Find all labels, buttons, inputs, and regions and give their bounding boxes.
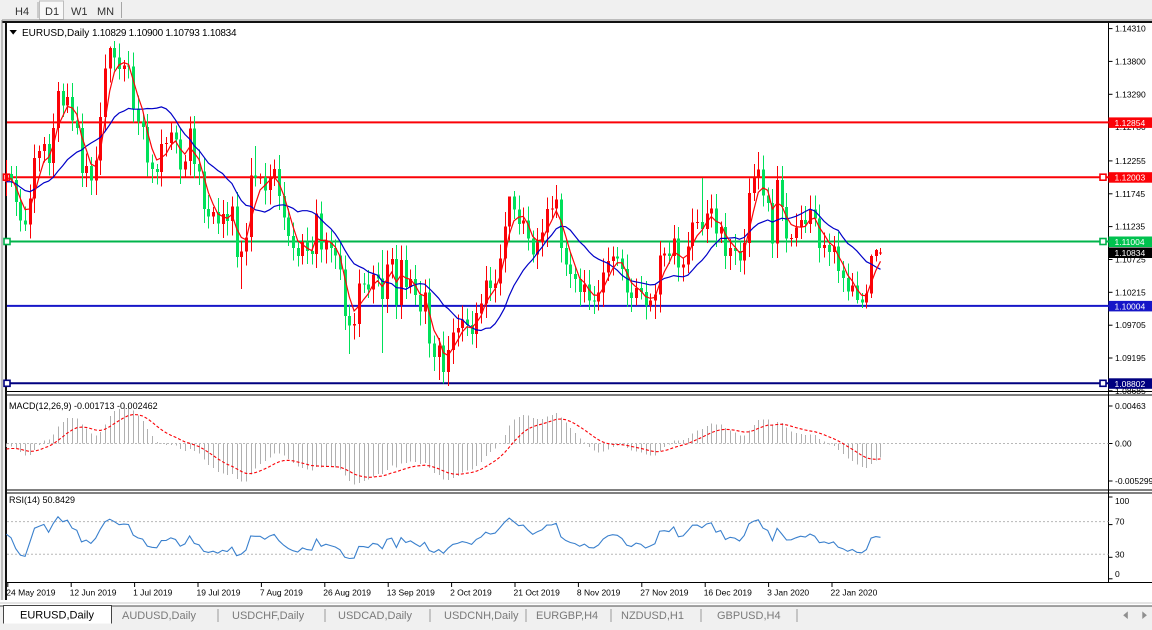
svg-text:AUDUSD,Daily: AUDUSD,Daily — [122, 610, 196, 622]
svg-text:EURUSD,Daily: EURUSD,Daily — [20, 610, 94, 622]
svg-text:USDCAD,Daily: USDCAD,Daily — [338, 610, 412, 622]
svg-text:-0.005299: -0.005299 — [1115, 476, 1152, 486]
svg-text:1.10004: 1.10004 — [1115, 301, 1146, 311]
svg-text:EURGBP,H4: EURGBP,H4 — [536, 610, 598, 622]
svg-text:1.14310: 1.14310 — [1115, 24, 1146, 34]
svg-text:1.10834: 1.10834 — [1115, 248, 1146, 258]
svg-text:1.10215: 1.10215 — [1115, 287, 1146, 297]
svg-text:8 Nov 2019: 8 Nov 2019 — [577, 588, 621, 598]
svg-text:7 Aug 2019: 7 Aug 2019 — [260, 588, 303, 598]
svg-text:MN: MN — [97, 6, 114, 18]
svg-text:70: 70 — [1115, 517, 1125, 527]
svg-text:1.11235: 1.11235 — [1115, 222, 1145, 232]
svg-text:21 Oct 2019: 21 Oct 2019 — [514, 588, 561, 598]
svg-text:D1: D1 — [45, 6, 59, 18]
svg-text:RSI(14) 50.8429: RSI(14) 50.8429 — [9, 495, 75, 505]
svg-text:0.00: 0.00 — [1115, 439, 1132, 449]
svg-text:NZDUSD,H1: NZDUSD,H1 — [621, 610, 684, 622]
svg-text:16 Dec 2019: 16 Dec 2019 — [704, 588, 752, 598]
svg-text:EURUSD,Daily: EURUSD,Daily — [22, 28, 89, 39]
svg-text:1.11004: 1.11004 — [1115, 237, 1145, 247]
svg-text:24 May 2019: 24 May 2019 — [6, 588, 55, 598]
svg-text:13 Sep 2019: 13 Sep 2019 — [387, 588, 435, 598]
svg-text:0.00463: 0.00463 — [1115, 401, 1146, 411]
svg-text:1.12255: 1.12255 — [1115, 156, 1146, 166]
svg-text:W1: W1 — [71, 6, 88, 18]
svg-text:100: 100 — [1115, 496, 1129, 506]
svg-text:1.12854: 1.12854 — [1115, 118, 1146, 128]
svg-text:MACD(12,26,9) -0.001713 -0.002: MACD(12,26,9) -0.001713 -0.002462 — [9, 401, 158, 411]
svg-text:GBPUSD,H4: GBPUSD,H4 — [717, 610, 781, 622]
svg-text:H4: H4 — [15, 6, 29, 18]
svg-text:1.09195: 1.09195 — [1115, 353, 1146, 363]
svg-text:1.08802: 1.08802 — [1115, 379, 1146, 389]
svg-text:0: 0 — [1115, 569, 1120, 579]
svg-text:1.09705: 1.09705 — [1115, 320, 1146, 330]
svg-text:USDCNH,Daily: USDCNH,Daily — [444, 610, 519, 622]
svg-text:1.13290: 1.13290 — [1115, 89, 1146, 99]
svg-text:1.12003: 1.12003 — [1115, 173, 1146, 183]
svg-text:USDCHF,Daily: USDCHF,Daily — [232, 610, 305, 622]
svg-text:12 Jun 2019: 12 Jun 2019 — [70, 588, 117, 598]
svg-text:1.13800: 1.13800 — [1115, 56, 1146, 66]
svg-text:1.10829 1.10900 1.10793 1.1083: 1.10829 1.10900 1.10793 1.10834 — [92, 28, 237, 39]
svg-text:30: 30 — [1115, 549, 1125, 559]
svg-text:3 Jan 2020: 3 Jan 2020 — [767, 588, 809, 598]
svg-text:27 Nov 2019: 27 Nov 2019 — [640, 588, 688, 598]
svg-text:22 Jan 2020: 22 Jan 2020 — [831, 588, 878, 598]
svg-text:1.11745: 1.11745 — [1115, 189, 1145, 199]
svg-text:26 Aug 2019: 26 Aug 2019 — [323, 588, 371, 598]
svg-text:1 Jul 2019: 1 Jul 2019 — [133, 588, 172, 598]
svg-text:19 Jul 2019: 19 Jul 2019 — [197, 588, 241, 598]
svg-text:2 Oct 2019: 2 Oct 2019 — [450, 588, 492, 598]
